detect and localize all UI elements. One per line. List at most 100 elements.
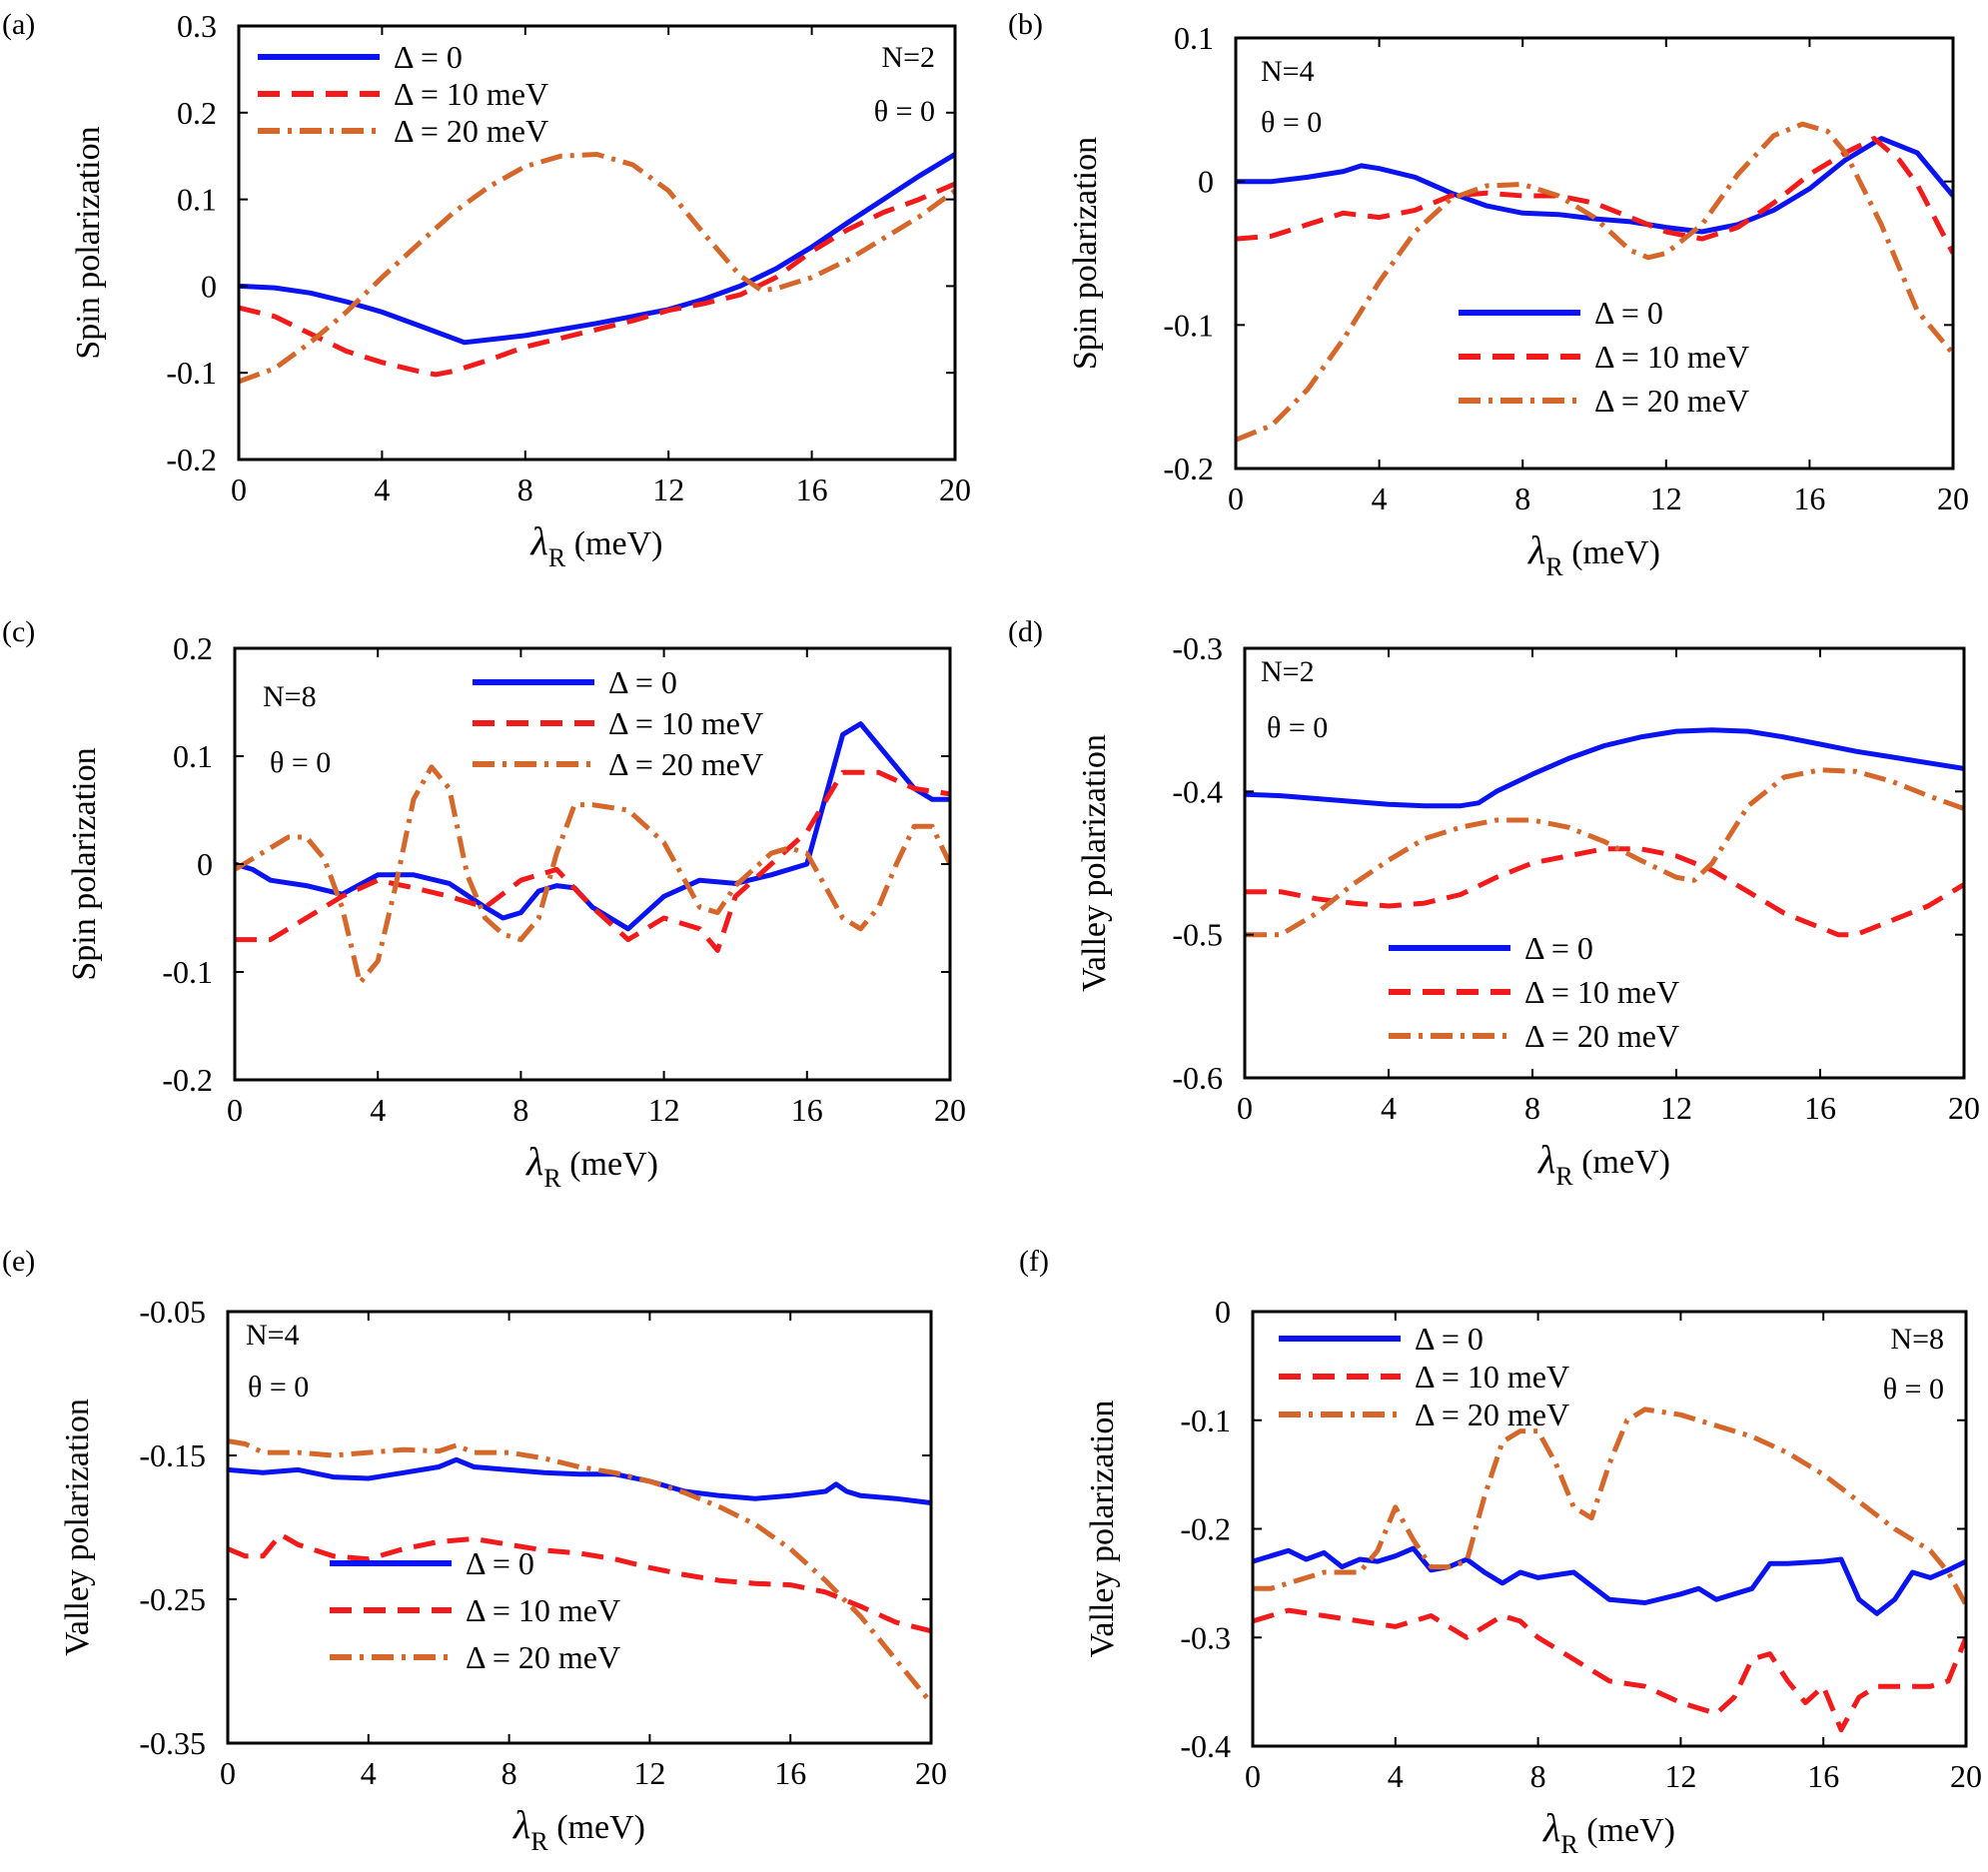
x-tick-label: 16: [774, 1755, 806, 1791]
x-tick-label: 12: [1664, 1758, 1696, 1794]
y-tick-label: -0.3: [1172, 630, 1223, 666]
x-tick-label: 20: [939, 471, 971, 507]
legend: Δ = 0 Δ = 10 meV Δ = 20 meV: [473, 664, 763, 782]
x-tick-label: 20: [1950, 1758, 1982, 1794]
y-tick-label: -0.2: [1180, 1511, 1231, 1547]
legend-label-d0: Δ = 0: [1415, 1321, 1484, 1357]
x-tick-label: 20: [1937, 480, 1969, 516]
legend-label-d20: Δ = 20 meV: [466, 1639, 620, 1675]
panel-annotation: N=8: [263, 680, 317, 713]
axes-frame: [237, 24, 957, 462]
panel-d: (d) 0 4 8 12 16 20 -0.6 -0.5 -0.4 -0.3 λR (meV) Vall…: [1008, 615, 1980, 1191]
panel-annotation: N=4: [1261, 55, 1315, 88]
x-tick-label: 8: [501, 1755, 517, 1791]
y-axis-label: Spin polarization: [66, 747, 103, 980]
x-tick-label: 0: [231, 471, 247, 507]
y-tick-label: 0.3: [177, 8, 217, 44]
panel-annotation: θ = 0: [1261, 106, 1322, 139]
panel-label: (e): [2, 1245, 35, 1278]
legend-label-d10: Δ = 10 meV: [466, 1592, 620, 1628]
panel-label: (a): [2, 8, 35, 41]
series-line-d20: [1253, 1406, 1966, 1606]
y-tick-label: -0.4: [1172, 773, 1223, 809]
axes-frame: [1234, 36, 1955, 470]
y-axis-label: Valley polarization: [1084, 1401, 1121, 1658]
panel-annotation: N=2: [1261, 655, 1315, 688]
legend-label-d0: Δ = 0: [608, 664, 677, 700]
panel-label: (f): [1019, 1245, 1049, 1278]
x-tick-label: 12: [1660, 1090, 1692, 1126]
series-line-d0: [1236, 136, 1953, 235]
panel-label: (d): [1008, 615, 1043, 648]
y-tick-label: 0.1: [173, 738, 213, 774]
y-tick-label: 0.1: [1174, 20, 1214, 56]
panel-label: (c): [2, 615, 35, 648]
series-line-d20: [235, 764, 950, 986]
legend-label-d0: Δ = 0: [1594, 295, 1663, 331]
axes-frame: [226, 1310, 933, 1745]
legend-label-d0: Δ = 0: [466, 1545, 534, 1581]
legend-label-d10: Δ = 10 meV: [1415, 1359, 1569, 1395]
legend: Δ = 0 Δ = 10 meV Δ = 20 meV: [330, 1545, 620, 1675]
x-tick-label: 16: [791, 1092, 823, 1128]
series-line-d0: [228, 1456, 931, 1505]
series-line-d0: [239, 152, 955, 346]
y-tick-label: -0.2: [166, 442, 217, 477]
axes-frame: [233, 646, 952, 1082]
x-axis-label: λR (meV): [530, 518, 663, 572]
panel-a: (a) 0 4 8 12 16 20 -0.2 -0.1 0 0.1 0.2 0.3 λR (meV) Sp…: [2, 8, 971, 572]
panel-annotation: θ = 0: [248, 1371, 309, 1404]
legend-label-d20: Δ = 20 meV: [1594, 383, 1749, 419]
panel-annotation: N=2: [881, 41, 935, 74]
panel-annotation: θ = 0: [1267, 711, 1328, 744]
legend-label-d10: Δ = 10 meV: [394, 76, 548, 112]
x-tick-label: 8: [1530, 1758, 1546, 1794]
x-tick-label: 4: [361, 1755, 377, 1791]
series-line-d10: [1245, 846, 1964, 938]
axes-frame: [1243, 646, 1966, 1080]
x-axis-label: λR (meV): [512, 1802, 645, 1856]
legend-label-d20: Δ = 20 meV: [1524, 1018, 1679, 1054]
series-line-d10: [235, 769, 950, 953]
panel-annotation: θ = 0: [270, 746, 331, 779]
x-tick-label: 16: [1793, 480, 1825, 516]
legend: Δ = 0 Δ = 10 meV Δ = 20 meV: [1459, 295, 1749, 419]
x-tick-label: 4: [374, 471, 390, 507]
x-tick-label: 4: [1388, 1758, 1404, 1794]
panel-annotation: θ = 0: [874, 95, 935, 128]
x-tick-label: 20: [934, 1092, 966, 1128]
y-tick-label: 0.2: [177, 95, 217, 131]
x-axis-label: λR (meV): [1542, 1805, 1675, 1859]
panel-b: (b) 0 4 8 12 16 20 -0.2 -0.1 0 0.1 λR (meV) Spin pol…: [1008, 8, 1969, 581]
legend-label-d0: Δ = 0: [1524, 930, 1593, 966]
panel-label: (b): [1008, 8, 1043, 41]
x-tick-label: 12: [652, 471, 684, 507]
x-tick-label: 12: [648, 1092, 680, 1128]
series-line-d20: [1245, 767, 1964, 938]
legend-label-d20: Δ = 20 meV: [608, 746, 763, 782]
y-tick-label: -0.1: [162, 954, 213, 990]
y-tick-label: -0.6: [1172, 1060, 1223, 1096]
legend-label-d20: Δ = 20 meV: [1415, 1397, 1569, 1432]
y-axis-label: Valley polarization: [1076, 734, 1113, 992]
x-tick-label: 16: [796, 471, 828, 507]
legend: Δ = 0 Δ = 10 meV Δ = 20 meV: [1389, 930, 1679, 1054]
y-tick-label: -0.3: [1180, 1619, 1231, 1655]
panel-annotation: N=8: [1890, 1323, 1944, 1356]
panel-e: (e) 0 4 8 12 16 20 -0.35 -0.25 -0.15 -0.05 λR (meV)…: [2, 1245, 947, 1856]
y-tick-label: 0: [1198, 164, 1214, 200]
x-tick-label: 0: [1228, 480, 1244, 516]
series-line-d20: [239, 152, 955, 385]
x-tick-label: 20: [915, 1755, 947, 1791]
x-tick-label: 16: [1807, 1758, 1839, 1794]
x-tick-label: 12: [633, 1755, 665, 1791]
x-tick-label: 4: [370, 1092, 386, 1128]
panel-c: (c) 0 4 8 12 16 20 -0.2 -0.1 0 0.1 0.2 λR (meV) Spin …: [2, 615, 966, 1193]
panel-annotation: θ = 0: [1883, 1373, 1944, 1405]
x-tick-label: 8: [1514, 480, 1530, 516]
y-tick-label: -0.15: [139, 1437, 206, 1473]
y-tick-label: -0.2: [1163, 451, 1214, 486]
y-tick-label: 0: [1215, 1294, 1231, 1330]
legend-label-d20: Δ = 20 meV: [394, 113, 548, 149]
